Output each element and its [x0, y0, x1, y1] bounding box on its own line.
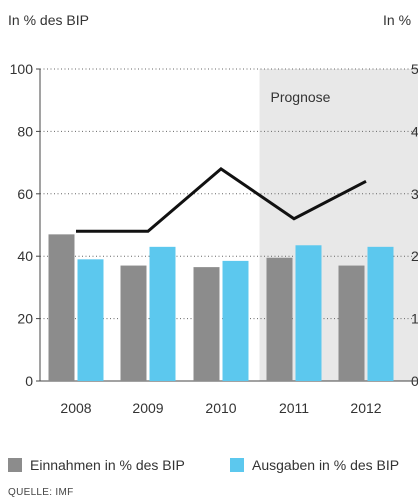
y2-tick-label: 5 [411, 61, 418, 77]
legend-label-einnahmen: Einnahmen in % des BIP [30, 457, 185, 473]
y2-tick-label: 4 [411, 123, 418, 139]
y-axis-right-title: In % [383, 12, 412, 28]
y-tick-label: 80 [17, 123, 33, 139]
bar-ausgaben [367, 246, 394, 381]
legend-swatch-ausgaben [230, 458, 244, 472]
y-tick-label: 60 [17, 186, 33, 202]
legend-item-ausgaben: Ausgaben in % des BIP [230, 457, 399, 473]
x-tick-label: 2012 [350, 400, 381, 416]
source-note: QUELLE: IMF [8, 487, 74, 498]
bar-einnahmen [48, 234, 75, 381]
y-tick-label: 40 [17, 248, 33, 264]
forecast-label: Prognose [271, 89, 331, 105]
bar-einnahmen [193, 267, 220, 381]
legend-item-einnahmen: Einnahmen in % des BIP [8, 457, 185, 473]
x-tick-label: 2010 [205, 400, 236, 416]
y-axis-left-title: In % des BIP [8, 12, 89, 28]
x-tick-label: 2009 [132, 400, 163, 416]
legend-swatch-einnahmen [8, 458, 22, 472]
bar-einnahmen [338, 265, 365, 381]
y2-tick-label: 3 [411, 186, 418, 202]
y2-tick-label: 1 [411, 311, 418, 327]
y-tick-label: 20 [17, 311, 33, 327]
x-tick-label: 2011 [279, 400, 309, 416]
y2-tick-label: 2 [411, 248, 418, 264]
y-tick-label: 100 [10, 61, 34, 77]
bar-ausgaben [295, 245, 322, 381]
bar-ausgaben [77, 259, 104, 381]
bar-einnahmen [266, 257, 293, 381]
legend-label-ausgaben: Ausgaben in % des BIP [252, 457, 400, 473]
bar-ausgaben [149, 246, 176, 381]
bar-einnahmen [120, 265, 147, 381]
y-tick-label: 0 [25, 373, 33, 389]
bar-ausgaben [222, 260, 249, 381]
x-tick-label: 2008 [60, 400, 91, 416]
